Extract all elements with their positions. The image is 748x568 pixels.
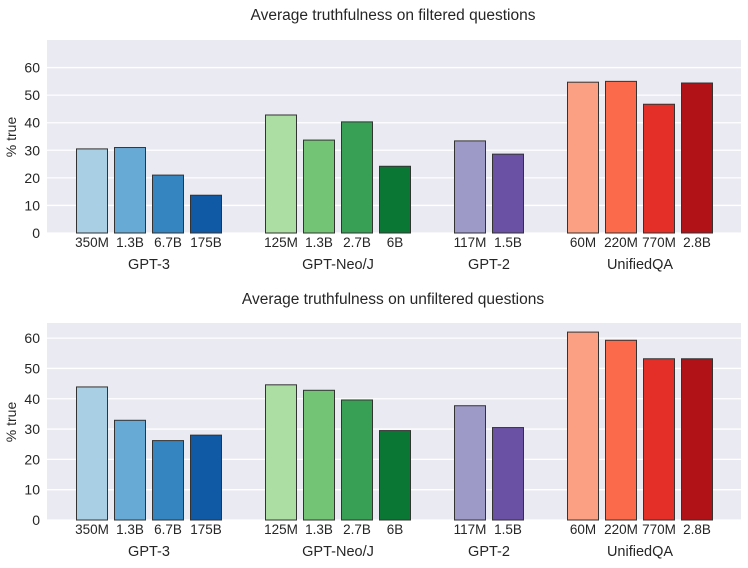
x-tick-label: 60M [570,235,596,250]
x-tick-label: 350M [75,522,109,537]
bar [76,148,108,234]
x-tick-label: 6B [387,235,404,250]
bar [152,174,184,234]
bar [643,103,675,234]
x-tick-label: 1.3B [116,235,144,250]
x-tick-label: 6.7B [154,522,182,537]
bar [605,339,637,521]
bar [379,430,411,521]
y-tick-label: 50 [24,87,40,103]
y-tick-label: 30 [24,421,40,437]
y-tick-label: 30 [24,142,40,158]
group-label: GPT-Neo/J [302,544,374,560]
bar [76,386,108,521]
group-label: GPT-3 [128,544,170,560]
group-label: UnifiedQA [607,544,673,560]
bar [379,165,411,234]
x-tick-label: 6B [387,522,404,537]
x-axis-ticks: 350M 1.3B 6.7B 175B 125M 1.3B 2.7B 6B 117M 1.5B 60… [75,522,711,537]
x-tick-label: 770M [642,522,676,537]
chart-title: Average truthfulness on filtered questio… [251,7,536,24]
y-tick-label: 60 [24,330,40,346]
y-tick-label: 10 [24,197,40,213]
x-tick-label: 117M [454,522,487,537]
x-tick-label: 117M [454,235,487,250]
y-axis-label: % true [3,117,19,158]
x-tick-label: 2.8B [683,522,711,537]
bar [114,147,146,234]
group-labels: GPT-3 GPT-Neo/J GPT-2 UnifiedQA [128,257,673,273]
x-tick-label: 1.3B [305,522,333,537]
x-tick-label: 2.7B [343,235,371,250]
y-tick-label: 0 [32,512,40,528]
x-tick-label: 175B [190,522,222,537]
group-label: GPT-2 [468,544,510,560]
bar [303,139,335,234]
y-tick-label: 60 [24,60,40,76]
x-tick-label: 60M [570,522,596,537]
bar [341,121,373,234]
y-axis-ticks: 0 10 20 30 40 50 60 [24,60,40,241]
y-axis-ticks: 0 10 20 30 40 50 60 [24,330,40,528]
y-tick-label: 40 [24,391,40,407]
group-labels: GPT-3 GPT-Neo/J GPT-2 UnifiedQA [128,544,673,560]
bar [190,194,222,234]
bars [76,80,713,234]
bar [681,358,713,521]
bar [265,384,297,521]
bar [492,153,524,234]
x-tick-label: 125M [264,235,298,250]
chart-unfiltered: Average truthfulness on unfiltered quest… [3,291,741,560]
bar [190,434,222,521]
x-tick-label: 175B [190,235,222,250]
bar [152,440,184,521]
x-tick-label: 1.3B [116,522,144,537]
x-tick-label: 6.7B [154,235,182,250]
y-tick-label: 20 [24,451,40,467]
x-tick-label: 125M [264,522,298,537]
bar [454,140,486,234]
x-axis-ticks: 350M 1.3B 6.7B 175B 125M 1.3B 2.7B 6B 117M 1.5B 60… [75,235,711,250]
y-axis-label: % true [3,402,19,443]
x-tick-label: 1.5B [494,235,522,250]
y-tick-label: 40 [24,115,40,131]
y-tick-label: 20 [24,170,40,186]
group-label: GPT-3 [128,257,170,273]
bar [567,331,599,521]
x-tick-label: 350M [75,235,109,250]
bar [681,82,713,234]
y-tick-label: 10 [24,482,40,498]
y-tick-label: 50 [24,360,40,376]
x-tick-label: 2.8B [683,235,711,250]
group-label: UnifiedQA [607,257,673,273]
x-tick-label: 1.3B [305,235,333,250]
bar [605,80,637,234]
bar [454,405,486,521]
bar [265,114,297,234]
bars [76,331,713,521]
bar [341,399,373,521]
x-tick-label: 770M [642,235,676,250]
x-tick-label: 2.7B [343,522,371,537]
x-tick-label: 220M [604,235,638,250]
bar [567,81,599,234]
bar [114,419,146,521]
chart-title: Average truthfulness on unfiltered quest… [242,291,544,308]
x-tick-label: 220M [604,522,638,537]
bar [492,427,524,521]
bar [643,358,675,521]
bar [303,389,335,521]
x-tick-label: 1.5B [494,522,522,537]
group-label: GPT-2 [468,257,510,273]
chart-filtered: Average truthfulness on filtered questio… [3,7,741,273]
group-label: GPT-Neo/J [302,257,374,273]
y-tick-label: 0 [32,225,40,241]
